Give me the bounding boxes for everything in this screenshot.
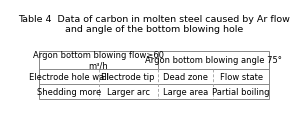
Text: Large area: Large area xyxy=(163,87,208,96)
Text: Electrode hole wall: Electrode hole wall xyxy=(29,72,109,81)
Text: Argon bottom blowing flow≥60
m³/h: Argon bottom blowing flow≥60 m³/h xyxy=(33,51,164,70)
Text: Argon bottom blowing angle 75°: Argon bottom blowing angle 75° xyxy=(145,56,282,65)
Text: Dead zone: Dead zone xyxy=(163,72,208,81)
Text: Table 4  Data of carbon in molten steel caused by Ar flow: Table 4 Data of carbon in molten steel c… xyxy=(18,15,290,24)
Text: and angle of the bottom blowing hole: and angle of the bottom blowing hole xyxy=(65,25,244,34)
Text: Partial boiling: Partial boiling xyxy=(213,87,270,96)
Bar xyxy=(39,51,269,99)
Text: Larger arc: Larger arc xyxy=(107,87,150,96)
Text: Flow state: Flow state xyxy=(220,72,263,81)
Text: Shedding more: Shedding more xyxy=(37,87,101,96)
Text: Electrode tip: Electrode tip xyxy=(101,72,155,81)
